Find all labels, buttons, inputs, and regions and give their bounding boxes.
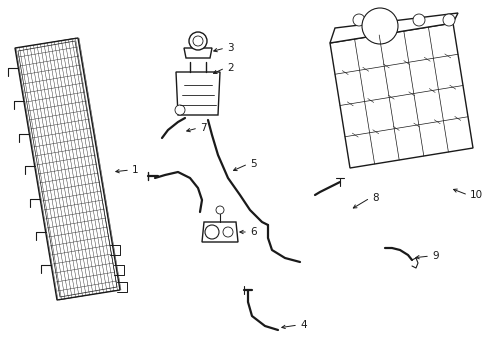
Circle shape [362,8,398,44]
Text: 1: 1 [132,165,139,175]
Text: 6: 6 [250,227,257,237]
Text: 8: 8 [372,193,379,203]
Text: 3: 3 [227,43,234,53]
Circle shape [353,14,365,26]
Circle shape [413,14,425,26]
Polygon shape [330,13,458,43]
Text: 7: 7 [200,123,207,133]
Text: 4: 4 [300,320,307,330]
Circle shape [189,32,207,50]
Polygon shape [330,23,473,168]
Polygon shape [15,38,120,300]
Polygon shape [184,48,212,58]
Polygon shape [176,72,220,115]
Circle shape [175,105,185,115]
Text: 10: 10 [470,190,483,200]
Text: 2: 2 [227,63,234,73]
Circle shape [223,227,233,237]
Circle shape [443,14,455,26]
Polygon shape [202,222,238,242]
Text: 9: 9 [432,251,439,261]
Circle shape [205,225,219,239]
Circle shape [383,14,395,26]
Circle shape [216,206,224,214]
Text: 5: 5 [250,159,257,169]
